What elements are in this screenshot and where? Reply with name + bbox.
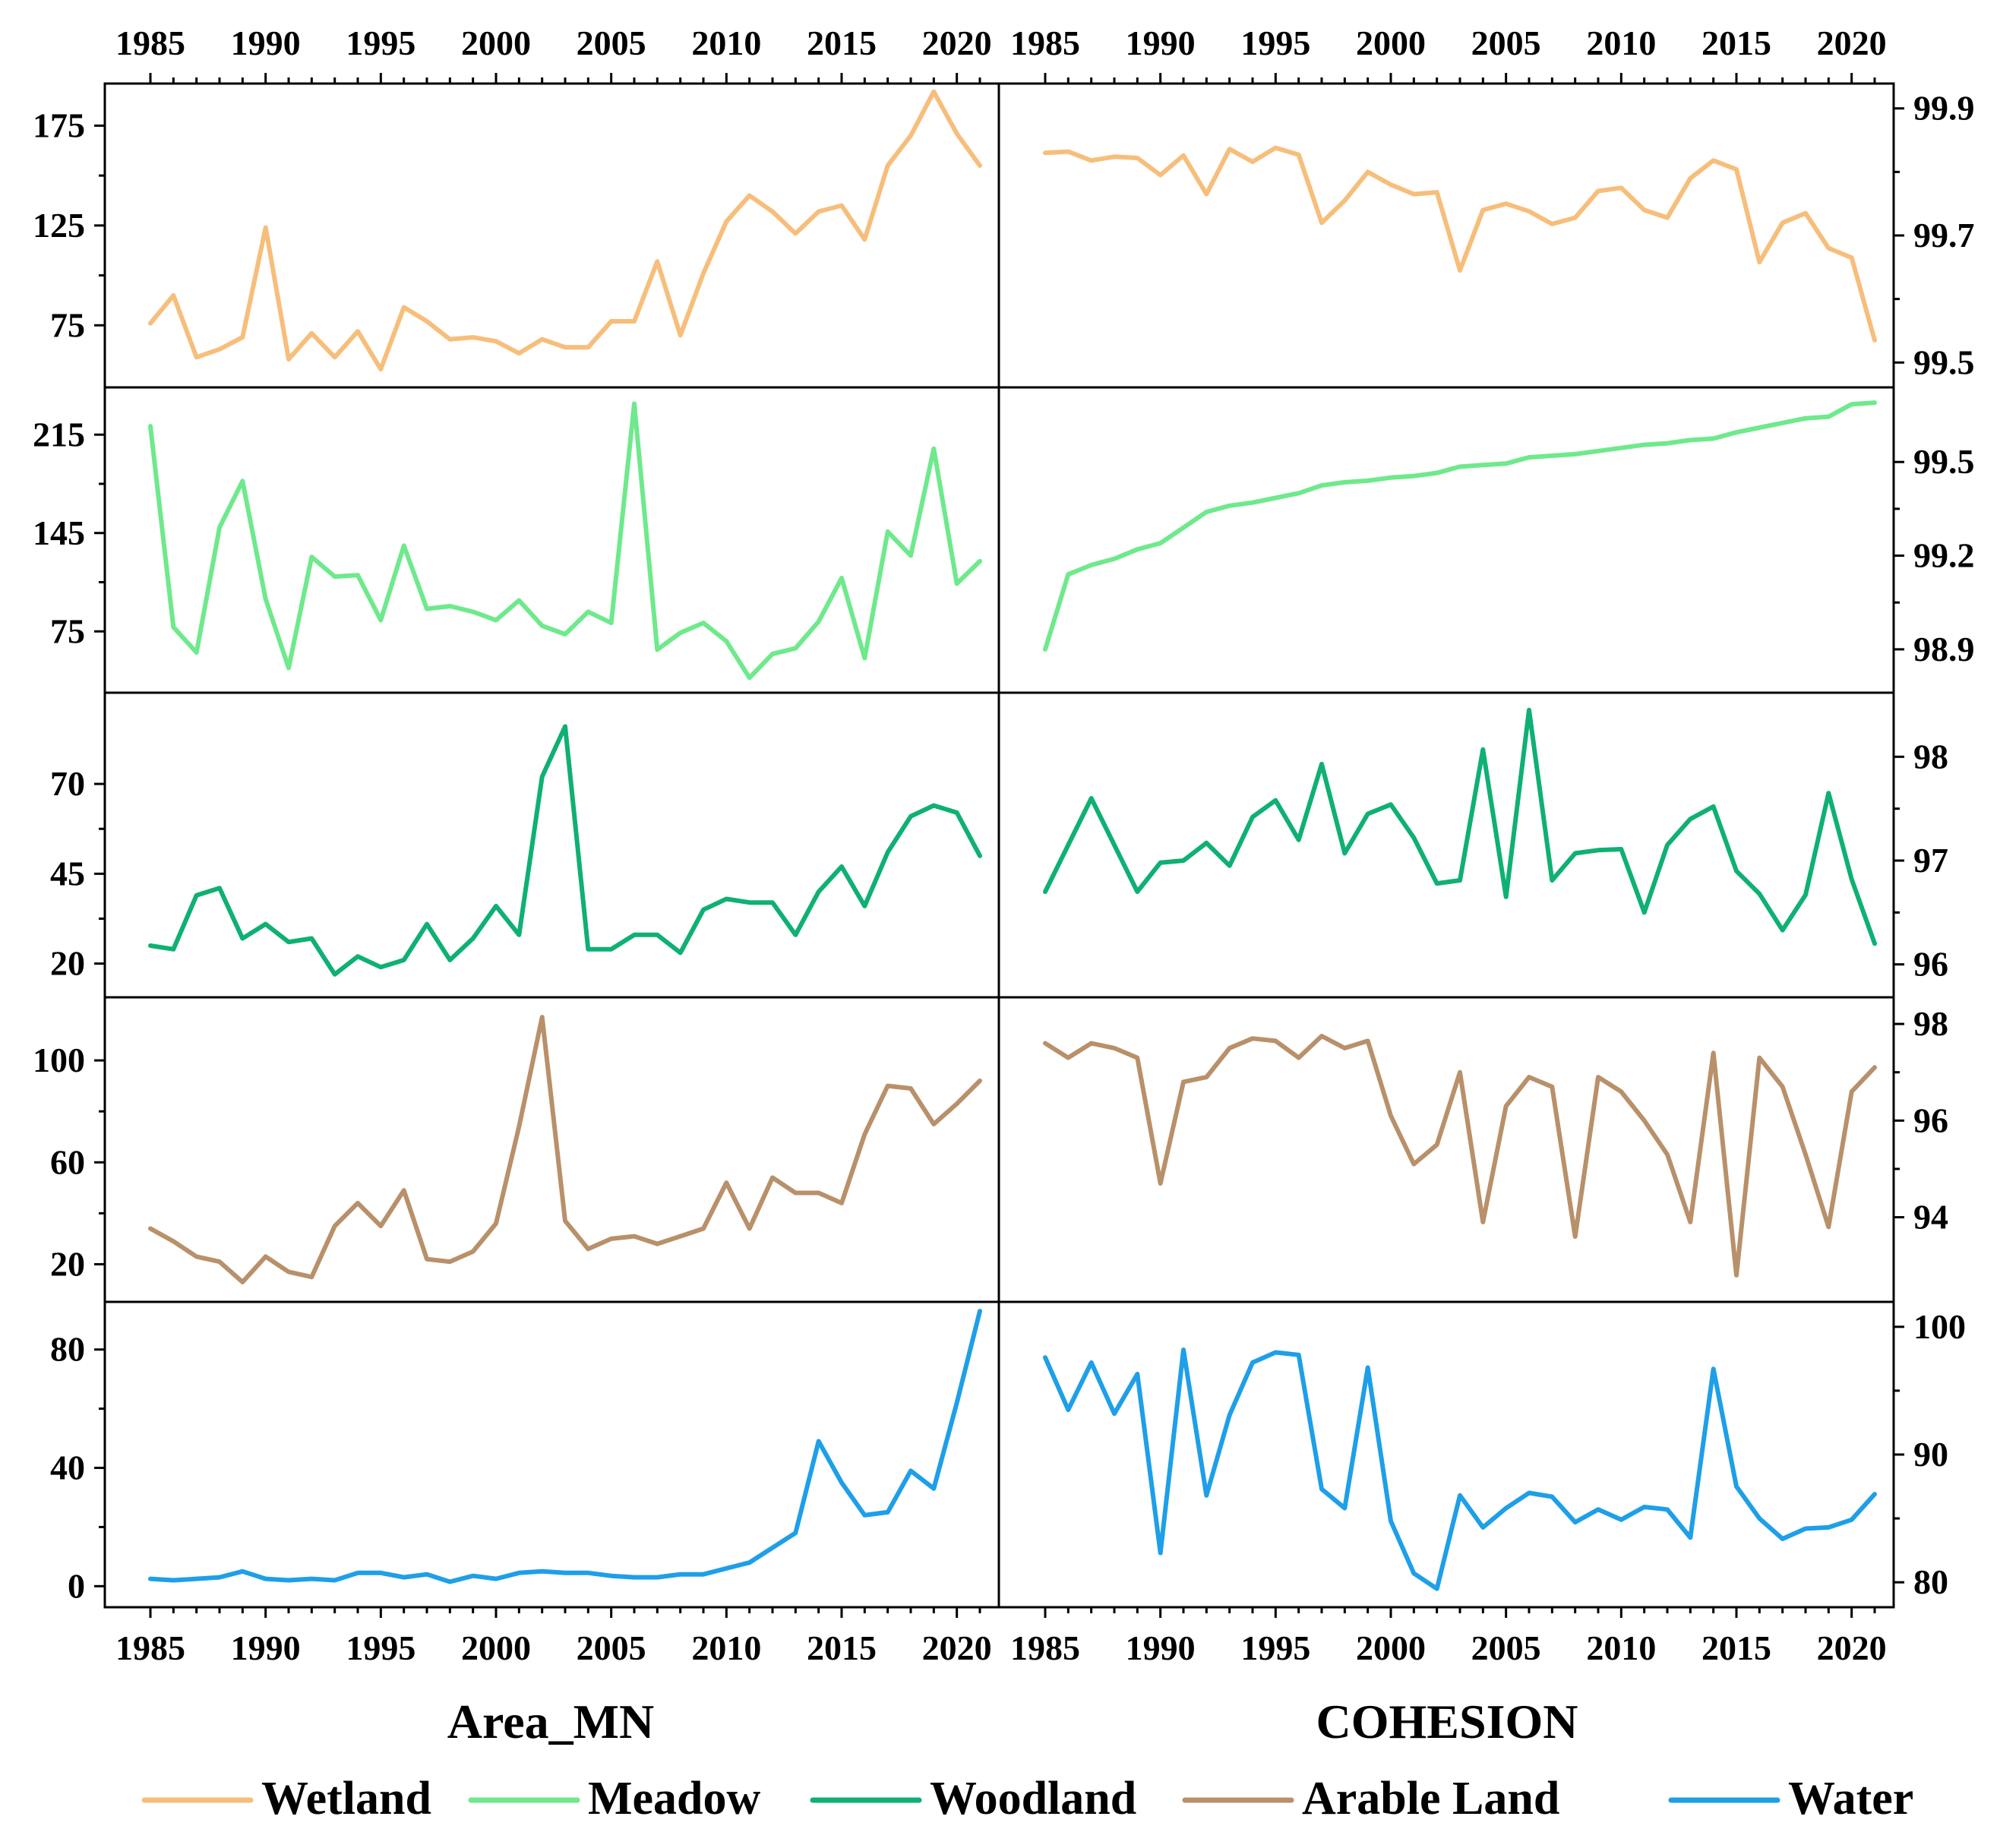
y-tick-label-wetland-cohesion: 99.5 <box>1913 343 1975 381</box>
y-tick-label-woodland-area-mn: 45 <box>50 854 85 892</box>
x-tick-label-top: 2010 <box>1586 24 1656 62</box>
x-tick-label-bottom: 2015 <box>807 1628 877 1667</box>
x-tick-label-bottom: 1985 <box>1010 1628 1080 1667</box>
y-tick-label-water-area-mn: 80 <box>50 1330 85 1369</box>
axis-ticks <box>94 73 1904 1618</box>
x-tick-label-bottom: 1995 <box>1240 1628 1310 1667</box>
y-tick-label-meadow-cohesion: 99.2 <box>1913 536 1975 575</box>
x-tick-label-bottom: 1995 <box>346 1628 415 1667</box>
y-tick-label-water-cohesion: 90 <box>1913 1435 1948 1474</box>
y-tick-label-arable-land-cohesion: 98 <box>1913 1004 1948 1043</box>
x-tick-label-bottom: 2005 <box>1471 1628 1541 1667</box>
y-tick-label-meadow-cohesion: 99.5 <box>1913 442 1975 481</box>
series-line-arable-land-area-mn <box>148 1015 982 1284</box>
y-tick-label-meadow-area-mn: 75 <box>50 611 85 650</box>
series-line-wetland-area-mn <box>148 89 982 372</box>
y-tick-label-arable-land-area-mn: 20 <box>50 1244 85 1283</box>
y-tick-label-meadow-area-mn: 215 <box>33 415 85 453</box>
y-tick-label-wetland-area-mn: 175 <box>33 106 85 144</box>
legend-label-woodland: Woodland <box>930 1773 1136 1824</box>
x-tick-label-bottom: 2000 <box>1356 1628 1426 1667</box>
x-tick-label-top: 1995 <box>346 24 415 62</box>
y-tick-label-water-cohesion: 100 <box>1913 1307 1966 1346</box>
y-tick-label-arable-land-cohesion: 96 <box>1913 1101 1948 1139</box>
series-lines <box>148 89 1877 1591</box>
x-tick-label-bottom: 1990 <box>231 1628 301 1667</box>
x-tick-label-top: 2000 <box>1356 24 1426 62</box>
y-tick-label-woodland-area-mn: 20 <box>50 944 85 983</box>
x-tick-label-bottom: 2005 <box>577 1628 646 1667</box>
x-tick-label-bottom: 2015 <box>1701 1628 1771 1667</box>
x-tick-label-top: 2015 <box>807 24 877 62</box>
legend-label-wetland: Wetland <box>261 1773 431 1824</box>
x-tick-label-bottom: 1990 <box>1126 1628 1196 1667</box>
column-title-cohesion: COHESION <box>1316 1695 1578 1748</box>
y-tick-label-water-cohesion: 80 <box>1913 1562 1948 1601</box>
x-tick-label-bottom: 1985 <box>115 1628 185 1667</box>
x-tick-label-bottom: 2020 <box>1817 1628 1887 1667</box>
series-line-arable-land-cohesion <box>1043 1034 1877 1278</box>
x-tick-label-bottom: 2020 <box>922 1628 992 1667</box>
legend-label-meadow: Meadow <box>588 1773 761 1824</box>
y-tick-label-woodland-cohesion: 98 <box>1913 737 1948 776</box>
series-line-water-area-mn <box>148 1309 982 1584</box>
y-tick-label-arable-land-cohesion: 94 <box>1913 1198 1948 1237</box>
series-line-meadow-area-mn <box>148 401 982 681</box>
legend-label-water: Water <box>1788 1773 1913 1824</box>
x-tick-label-top: 1995 <box>1240 24 1310 62</box>
x-tick-label-bottom: 2010 <box>1586 1628 1656 1667</box>
x-tick-label-bottom: 2000 <box>461 1628 531 1667</box>
column-title-area-mn: Area_MN <box>447 1695 655 1748</box>
x-tick-label-top: 2005 <box>1471 24 1541 62</box>
x-tick-label-top: 1985 <box>1010 24 1080 62</box>
x-tick-label-top: 2005 <box>577 24 646 62</box>
x-tick-label-top: 2020 <box>1817 24 1887 62</box>
x-tick-label-bottom: 2010 <box>691 1628 761 1667</box>
y-tick-label-wetland-area-mn: 75 <box>50 305 85 344</box>
tick-labels: 1985 1985 1990 1990 1995 1995 2000 2000 2005 2005… <box>33 24 1975 1667</box>
y-tick-label-woodland-area-mn: 70 <box>50 764 85 803</box>
y-tick-label-arable-land-area-mn: 100 <box>33 1041 85 1079</box>
series-line-water-cohesion <box>1043 1347 1877 1591</box>
legend: Wetland Meadow Woodland Arable Land Water <box>141 1773 1913 1824</box>
y-tick-label-water-area-mn: 40 <box>50 1448 85 1487</box>
y-tick-label-meadow-area-mn: 145 <box>33 513 85 552</box>
panel-frames <box>103 82 1895 1609</box>
series-line-meadow-cohesion <box>1043 400 1877 652</box>
series-line-woodland-area-mn <box>148 724 982 977</box>
series-line-wetland-cohesion <box>1043 145 1877 343</box>
x-tick-label-top: 2000 <box>461 24 531 62</box>
x-tick-label-top: 1985 <box>115 24 185 62</box>
y-tick-label-woodland-cohesion: 96 <box>1913 945 1948 984</box>
y-tick-label-woodland-cohesion: 97 <box>1913 841 1948 880</box>
y-tick-label-arable-land-area-mn: 60 <box>50 1142 85 1181</box>
series-line-woodland-cohesion <box>1043 707 1877 946</box>
x-tick-label-top: 2010 <box>691 24 761 62</box>
y-tick-label-wetland-cohesion: 99.9 <box>1913 89 1975 128</box>
x-tick-label-top: 1990 <box>1126 24 1196 62</box>
legend-label-arable-land: Arable Land <box>1302 1773 1559 1824</box>
y-tick-label-water-area-mn: 0 <box>68 1566 85 1605</box>
x-tick-label-top: 2020 <box>922 24 992 62</box>
x-tick-label-top: 1990 <box>231 24 301 62</box>
y-tick-label-meadow-cohesion: 98.9 <box>1913 630 1975 668</box>
y-tick-label-wetland-cohesion: 99.7 <box>1913 216 1975 254</box>
x-tick-label-top: 2015 <box>1701 24 1771 62</box>
y-tick-label-wetland-area-mn: 125 <box>33 206 85 245</box>
